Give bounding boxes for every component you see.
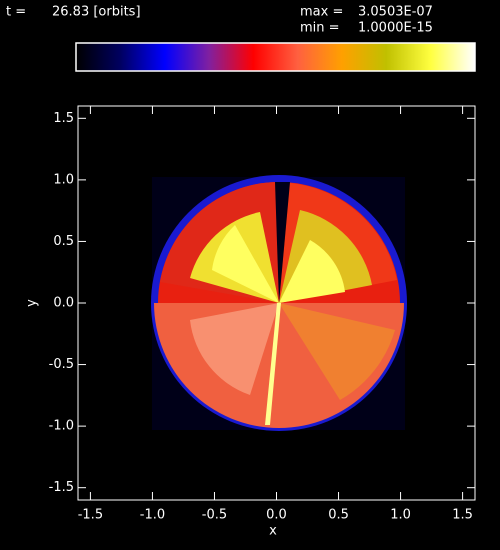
y-tick-label: -0.5 xyxy=(49,357,74,372)
min-value: 1.0000E-15 xyxy=(358,21,433,36)
x-tick-label: -1.0 xyxy=(140,508,165,523)
colorbar xyxy=(75,42,476,72)
x-tick-label: 1.5 xyxy=(452,508,473,523)
y-axis-label: y xyxy=(25,299,40,307)
x-axis-label: x xyxy=(269,524,277,539)
x-tick-label: 1.0 xyxy=(390,508,411,523)
time-value: 26.83 [orbits] xyxy=(52,5,141,20)
y-tick-label: 1.0 xyxy=(53,172,74,187)
density-image xyxy=(151,175,407,431)
y-tick-label: 1.5 xyxy=(53,111,74,126)
y-tick-label: 0.5 xyxy=(53,234,74,249)
y-tick-label: 0.0 xyxy=(53,296,74,311)
max-value: 3.0503E-07 xyxy=(358,5,433,20)
x-tick-label: -1.5 xyxy=(78,508,103,523)
x-tick-label: 0.5 xyxy=(328,508,349,523)
y-tick-label: -1.0 xyxy=(49,419,74,434)
time-label: t = xyxy=(6,5,26,20)
x-tick-label: 0.0 xyxy=(266,508,287,523)
x-tick-label: -0.5 xyxy=(202,508,227,523)
max-label: max = xyxy=(300,5,343,20)
min-label: min = xyxy=(300,21,340,36)
y-tick-label: -1.5 xyxy=(49,480,74,495)
